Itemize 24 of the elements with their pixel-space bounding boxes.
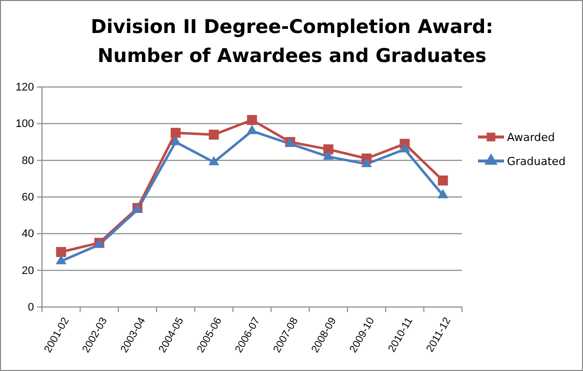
y-tick-label: 80	[22, 154, 34, 167]
point	[208, 130, 219, 140]
legend-label: Graduated	[507, 155, 566, 168]
y-tick-label: 20	[22, 264, 34, 277]
point	[323, 144, 334, 154]
point	[361, 158, 372, 168]
point	[170, 128, 181, 138]
y-tick-label: 120	[16, 82, 34, 94]
point	[246, 124, 258, 134]
point	[438, 188, 448, 198]
point	[56, 254, 66, 264]
y-tick-label: 0	[28, 302, 34, 314]
y-tick-label: 40	[22, 228, 34, 240]
point	[438, 176, 448, 186]
point	[208, 156, 220, 166]
point	[399, 143, 410, 152]
point	[170, 136, 182, 146]
chart-title: Division II Degree-Completion Award: Number of Awardees and Graduates	[90, 16, 494, 67]
point	[247, 115, 257, 125]
y-tick-label: 60	[22, 192, 34, 204]
point	[56, 247, 66, 257]
y-tick-label: 100	[16, 118, 34, 130]
point	[322, 150, 334, 160]
legend-label: Awarded	[507, 131, 555, 144]
